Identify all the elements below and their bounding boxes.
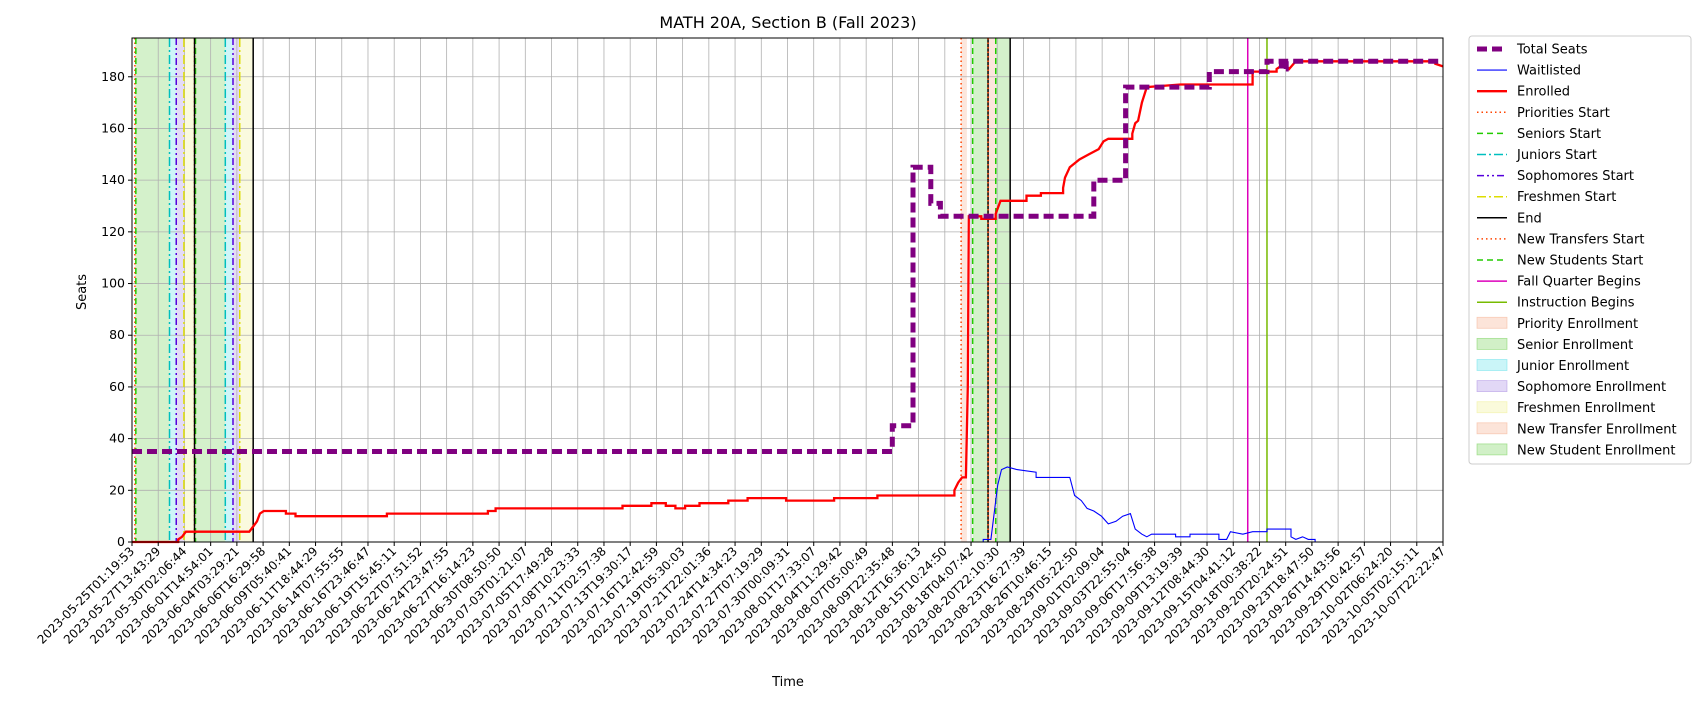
axes: 0204060801001201401601802023-05-25T01:19… <box>35 37 1448 647</box>
legend-swatch-new-student-enrollment <box>1476 443 1508 456</box>
legend-swatch-new-transfer-enrollment <box>1476 422 1508 435</box>
band-senior-enrollment <box>135 38 170 542</box>
band-junior-enrollment <box>225 38 233 542</box>
legend-label-instruction-begins: Instruction Begins <box>1517 296 1635 311</box>
band-freshmen-enrollment <box>183 38 195 542</box>
legend-label-juniors-start: Juniors Start <box>1516 148 1597 163</box>
y-tick-label: 40 <box>109 431 125 446</box>
y-tick-label: 180 <box>101 69 125 84</box>
legend-label-end: End <box>1517 211 1542 226</box>
y-axis-label: Seats <box>75 274 90 310</box>
legend-label-total-seats: Total Seats <box>1516 43 1588 58</box>
legend-label-enrolled: Enrolled <box>1517 85 1570 100</box>
band-new-transfer-enrollment <box>988 38 996 542</box>
y-tick-label: 60 <box>109 379 125 394</box>
legend-label-new-transfer-enrollment: New Transfer Enrollment <box>1517 422 1677 437</box>
grid <box>131 38 1444 543</box>
legend: Total Seats Waitlisted Enrolled Priorities … <box>1468 35 1692 465</box>
legend-label-new-transfers-start: New Transfers Start <box>1517 232 1644 247</box>
legend-label-freshmen-start: Freshmen Start <box>1517 190 1616 205</box>
enrollment-period-bands <box>134 38 1011 542</box>
y-tick-label: 80 <box>109 327 125 342</box>
legend-label-new-students-start: New Students Start <box>1517 254 1643 269</box>
x-axis-label: Time <box>771 675 804 690</box>
series-total-seats <box>132 58 1443 454</box>
band-new-student-enrollment <box>995 38 1011 542</box>
legend-swatch-senior-enrollment <box>1476 337 1508 350</box>
y-tick-label: 20 <box>109 482 125 497</box>
band-new-student-enrollment <box>972 38 989 542</box>
legend-label-senior-enrollment: Senior Enrollment <box>1517 338 1633 353</box>
legend-box <box>1468 35 1692 465</box>
y-tick-label: 160 <box>101 120 125 135</box>
legend-swatch-priority-enrollment <box>1476 316 1508 329</box>
band-junior-enrollment <box>169 38 177 542</box>
y-tick-label: 120 <box>101 224 125 239</box>
legend-label-sophomore-enrollment: Sophomore Enrollment <box>1517 380 1666 395</box>
legend-label-priorities-start: Priorities Start <box>1517 106 1610 121</box>
legend-swatch-sophomore-enrollment <box>1476 380 1508 393</box>
series-enrolled <box>132 60 1444 544</box>
legend-label-sophomores-start: Sophomores Start <box>1517 169 1634 184</box>
band-sophomore-enrollment <box>176 38 184 542</box>
legend-swatch-freshmen-enrollment <box>1476 401 1508 414</box>
band-freshmen-enrollment <box>239 38 254 542</box>
band-priority-enrollment <box>961 38 967 542</box>
legend-label-priority-enrollment: Priority Enrollment <box>1517 317 1638 332</box>
y-tick-label: 140 <box>101 172 125 187</box>
legend-label-seniors-start: Seniors Start <box>1517 127 1601 142</box>
legend-label-freshmen-enrollment: Freshmen Enrollment <box>1517 401 1655 416</box>
legend-label-junior-enrollment: Junior Enrollment <box>1516 359 1629 374</box>
event-lines <box>134 38 1268 542</box>
legend-swatch-junior-enrollment <box>1476 359 1508 371</box>
series-lines <box>132 58 1444 544</box>
legend-label-waitlisted: Waitlisted <box>1517 64 1581 79</box>
legend-label-fall-quarter-begins: Fall Quarter Begins <box>1517 275 1641 290</box>
y-tick-label: 100 <box>101 276 125 291</box>
series-waitlisted <box>132 466 1443 543</box>
legend-label-new-student-enrollment: New Student Enrollment <box>1517 443 1675 458</box>
band-sophomore-enrollment <box>232 38 240 542</box>
y-tick-label: 0 <box>117 534 125 549</box>
chart-title: MATH 20A, Section B (Fall 2023) <box>659 13 916 32</box>
